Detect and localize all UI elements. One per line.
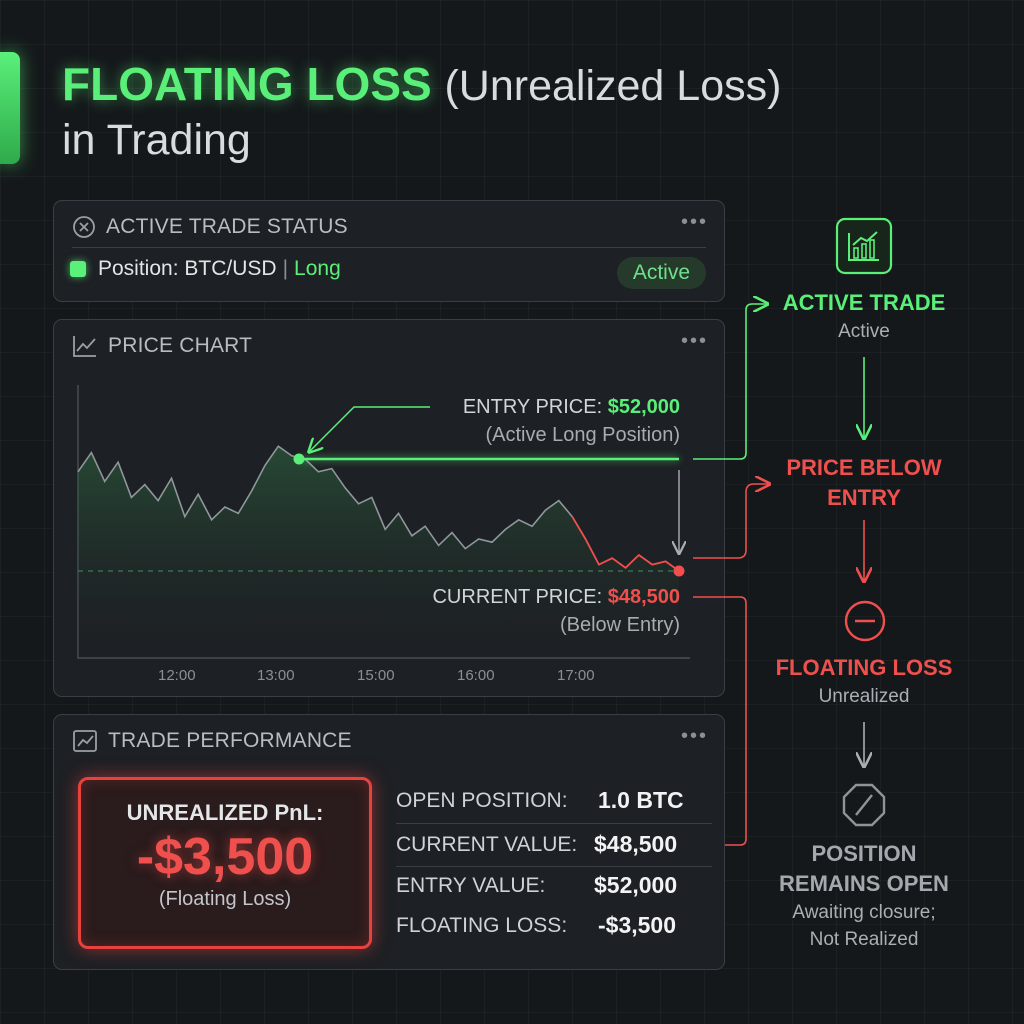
divider: [396, 823, 712, 824]
flow-step-sub: Unrealized: [818, 686, 910, 707]
stat-open-position: OPEN POSITION: 1.0 BTC: [396, 787, 696, 813]
flow-step-sub: Active: [838, 321, 890, 342]
panel-title: PRICE CHART: [108, 334, 253, 357]
current-price-sub: (Below Entry): [559, 614, 680, 636]
pnl-sub: (Floating Loss): [158, 888, 292, 910]
minus-circle-icon: [844, 600, 886, 642]
close-circle-icon[interactable]: [72, 215, 96, 239]
trend-chart-icon: [73, 730, 97, 752]
title-line2: in Trading: [62, 116, 251, 164]
flow-step-position-open: POSITION REMAINS OPEN Awaiting closure; …: [744, 839, 984, 953]
pnl-label: UNREALIZED PnL:: [126, 800, 324, 825]
flow-step-active-trade: ACTIVE TRADE Active: [764, 288, 964, 345]
panel-header: ACTIVE TRADE STATUS: [72, 215, 348, 239]
current-price-value: $48,500: [607, 586, 680, 608]
divider: [72, 247, 706, 248]
more-icon[interactable]: •••: [680, 725, 708, 747]
current-price-label: CURRENT PRICE: $48,500: [380, 586, 680, 609]
flow-step-floating-loss: FLOATING LOSS Unrealized: [764, 653, 964, 710]
stat-value: 1.0 BTC: [598, 787, 684, 813]
stat-current-value: CURRENT VALUE: $48,500: [396, 831, 696, 857]
pnl-value: -$3,500: [136, 828, 314, 886]
title-sub: (Unrealized Loss): [444, 62, 782, 110]
stat-label: ENTRY VALUE:: [396, 874, 546, 897]
flow-step-sub: Awaiting closure;: [792, 902, 936, 923]
stat-value: $52,000: [594, 872, 678, 898]
growth-chart-icon: [835, 217, 893, 275]
flow-step-title: REMAINS OPEN: [779, 871, 949, 896]
x-tick: 13:00: [257, 667, 295, 684]
panel-title: ACTIVE TRADE STATUS: [106, 215, 348, 238]
entry-price-sub: (Active Long Position): [485, 424, 680, 446]
unrealized-pnl-box: UNREALIZED PnL: -$3,500 (Floating Loss): [78, 777, 372, 949]
x-tick: 12:00: [158, 667, 196, 684]
flow-step-price-below-entry: PRICE BELOW ENTRY: [764, 453, 964, 513]
status-badge: Active: [616, 257, 706, 289]
flow-step-title: PRICE BELOW: [786, 455, 942, 480]
accent-bar: [0, 52, 20, 164]
stat-value: -$3,500: [598, 912, 677, 938]
x-tick: 16:00: [457, 667, 495, 684]
panel-header: PRICE CHART: [72, 334, 252, 358]
status-indicator: [70, 261, 86, 277]
panel-header: TRADE PERFORMANCE: [72, 729, 352, 753]
flow-step-title: ENTRY: [827, 485, 901, 510]
panel-title: TRADE PERFORMANCE: [108, 729, 352, 752]
current-price-caption: CURRENT PRICE:: [432, 586, 603, 608]
page-title: FLOATING LOSS (Unrealized Loss) in Tradi…: [62, 58, 781, 166]
active-trade-status-panel: ACTIVE TRADE STATUS ••• Position: BTC/US…: [53, 200, 725, 302]
flow-step-sub: Not Realized: [809, 929, 919, 950]
title-highlight: FLOATING LOSS: [62, 58, 432, 110]
entry-price-label: ENTRY PRICE: $52,000: [380, 396, 680, 419]
trend-chart-icon: [73, 336, 96, 357]
x-tick: 17:00: [557, 667, 595, 684]
entry-price-value: $52,000: [607, 396, 680, 418]
position-label: Position: BTC/USD: [98, 257, 277, 280]
entry-price-caption: ENTRY PRICE:: [462, 396, 603, 418]
trade-performance-panel: TRADE PERFORMANCE ••• UNREALIZED PnL: -$…: [53, 714, 725, 970]
x-tick: 15:00: [357, 667, 395, 684]
flow-step-title: FLOATING LOSS: [775, 655, 953, 680]
stat-entry-value: ENTRY VALUE: $52,000: [396, 872, 696, 898]
flow-step-title: ACTIVE TRADE: [782, 290, 946, 315]
separator: |: [282, 257, 289, 280]
divider: [396, 866, 712, 867]
stat-label: CURRENT VALUE:: [396, 833, 578, 856]
stat-label: FLOATING LOSS:: [396, 914, 568, 937]
more-icon[interactable]: •••: [680, 330, 708, 352]
flow-step-title: POSITION: [811, 841, 917, 866]
stat-floating-loss: FLOATING LOSS: -$3,500: [396, 912, 696, 938]
stat-label: OPEN POSITION:: [396, 789, 568, 812]
stat-value: $48,500: [594, 831, 678, 857]
price-chart-panel: PRICE CHART •••: [53, 319, 725, 697]
more-icon[interactable]: •••: [680, 211, 708, 233]
position-row: Position: BTC/USD | Long: [70, 257, 341, 281]
blocked-octagon-icon: [842, 783, 886, 827]
position-direction: Long: [294, 257, 341, 280]
